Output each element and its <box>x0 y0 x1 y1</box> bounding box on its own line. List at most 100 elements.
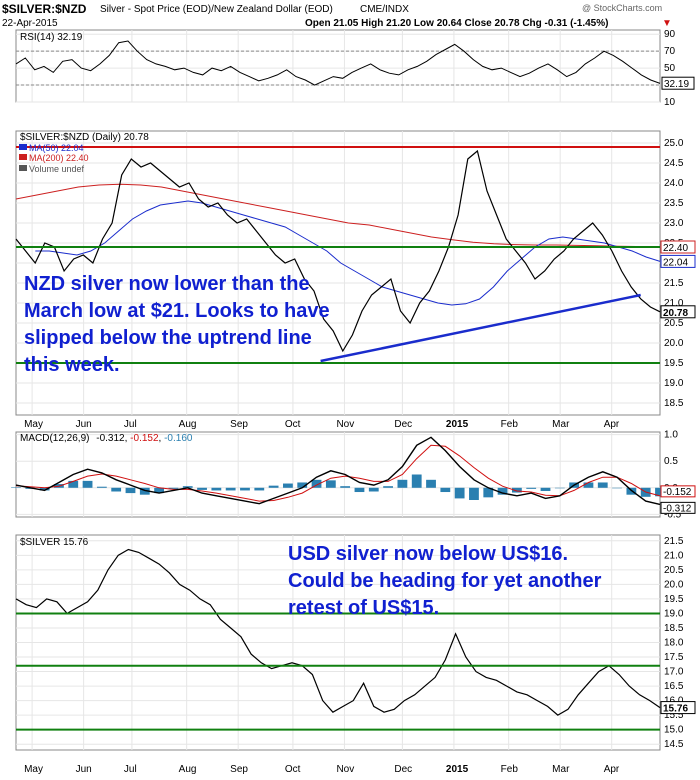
macd-histogram-bar <box>554 487 565 489</box>
x-tick-label: 2015 <box>446 419 469 430</box>
macd-panel <box>15 431 661 518</box>
ma50-line <box>35 200 661 306</box>
macd-histogram-bar <box>397 479 408 488</box>
x-tick-label: Oct <box>285 764 301 775</box>
macd-histogram-bar <box>154 487 165 494</box>
macd-hist-value: -0.160 <box>164 433 193 444</box>
x-tick-label: Sep <box>230 764 248 775</box>
macd-histogram-bar <box>240 487 250 491</box>
usd-tick-label: 21.5 <box>664 536 684 547</box>
rsi-line <box>15 40 661 86</box>
usd-tick-label: 19.0 <box>664 608 684 619</box>
x-tick-label: Feb <box>501 419 519 430</box>
nzd-tick-label: 23.0 <box>664 218 684 229</box>
x-tick-label: Apr <box>604 764 620 775</box>
ohlc-summary: Open 21.05 High 21.20 Low 20.64 Close 20… <box>305 18 608 29</box>
macd-value-box <box>660 501 696 514</box>
macd-histogram-bar <box>411 474 422 488</box>
macd-histogram-bar <box>11 487 21 488</box>
usd-title: $SILVER 15.76 <box>20 537 89 548</box>
macd-value-label: -0.312 <box>663 503 692 514</box>
rsi-tick-label: 70 <box>664 46 676 57</box>
macd-histogram-bar <box>125 487 136 494</box>
usd-tick-label: 15.5 <box>664 710 684 721</box>
usd-annotation: USD silver now below US$16. Could be hea… <box>288 543 602 619</box>
x-tick-label: Feb <box>501 764 519 775</box>
usd-tick-label: 18.5 <box>664 623 684 634</box>
nzd-tick-label: 24.0 <box>664 178 684 189</box>
usd-price-line <box>15 548 661 716</box>
macd-tick-label: -0.5 <box>664 509 682 520</box>
macd-histogram-bar <box>540 487 551 491</box>
macd-histogram-bar <box>483 487 494 498</box>
nzd-tick-label: 20.5 <box>664 318 684 329</box>
macd-histogram-bar <box>268 485 279 488</box>
macd-histogram-bar <box>597 482 608 488</box>
chart-date: 22-Apr-2015 <box>2 18 58 29</box>
usd-tick-label: 16.5 <box>664 681 684 692</box>
macd-signal-value: -0.152 <box>130 433 159 444</box>
x-tick-label: 2015 <box>446 764 469 775</box>
x-tick-label: Mar <box>552 764 570 775</box>
usd-annotation-line-3: retest of US$15. <box>288 597 439 619</box>
uptrend-line <box>320 293 641 363</box>
macd-signal-line <box>15 444 661 502</box>
macd-tick-label: 1.0 <box>664 430 678 441</box>
nzd-value-box <box>660 254 696 268</box>
chart-exchange: CME/INDX <box>360 4 409 15</box>
nzd-legend: MA(50) 22.04 MA(200) 22.40 Volume undef <box>19 143 89 174</box>
rsi-tick-label: 50 <box>664 63 676 74</box>
macd-histogram-bar <box>39 487 50 491</box>
x-tick-label: Dec <box>394 764 412 775</box>
macd-histogram-bar <box>225 487 236 491</box>
macd-histogram-bar <box>426 479 436 488</box>
legend-swatch-ma200 <box>19 154 27 160</box>
rsi-value-box <box>661 76 695 90</box>
usd-annotation-line-2: Could be heading for yet another <box>288 570 602 592</box>
x-tick-label: Sep <box>230 419 248 430</box>
macd-histogram-bar <box>211 487 222 491</box>
rsi-tick-label: 90 <box>664 29 676 40</box>
macd-histogram-bar <box>368 487 379 492</box>
macd-histogram-bar <box>111 487 122 492</box>
legend-ma200: MA(200) 22.40 <box>29 153 89 163</box>
x-tick-label: May <box>24 419 43 430</box>
macd-histogram-bar <box>612 487 622 489</box>
nzd-tick-label: 21.0 <box>664 298 684 309</box>
macd-value-label: -0.152 <box>663 487 692 498</box>
macd-histogram-bar <box>497 487 508 495</box>
nzd-value-box <box>660 240 696 254</box>
macd-histogram-bar <box>354 487 365 493</box>
macd-histogram-bar <box>655 487 665 497</box>
nzd-tick-label: 19.0 <box>664 378 684 389</box>
usd-value-box <box>660 701 696 715</box>
macd-title: MACD(12,26,9) -0.312, -0.152, -0.160 <box>20 433 193 444</box>
nzd-value-box <box>660 305 696 319</box>
nzd-value-label: 22.04 <box>663 257 688 268</box>
usd-tick-label: 20.0 <box>664 579 684 590</box>
macd-histogram-bar <box>82 480 93 488</box>
macd-histogram-bar <box>583 482 594 488</box>
macd-histogram-bar <box>383 486 393 488</box>
macd-histogram-bar <box>469 487 479 500</box>
x-tick-label: Apr <box>604 419 620 430</box>
macd-histogram-bar <box>311 479 322 488</box>
macd-histogram-bar <box>182 486 193 488</box>
watermark: @ StockCharts.com <box>582 3 662 13</box>
macd-value: -0.312 <box>96 433 125 444</box>
nzd-price-line <box>15 149 661 353</box>
chart-description: Silver - Spot Price (EOD)/New Zealand Do… <box>100 4 333 15</box>
usd-tick-label: 20.5 <box>664 565 684 576</box>
macd-histogram-bar <box>254 487 265 491</box>
rsi-panel <box>15 29 661 103</box>
rsi-value-label: 32.19 <box>664 79 689 90</box>
nzd-title: $SILVER:$NZD (Daily) 20.78 <box>20 132 149 143</box>
nzd-price-panel <box>15 130 661 416</box>
macd-histogram-bar <box>440 487 451 493</box>
macd-histogram-bar <box>283 483 293 488</box>
nzd-tick-label: 21.5 <box>664 278 684 289</box>
macd-histogram-bar <box>68 480 79 488</box>
x-tick-label: Mar <box>552 419 570 430</box>
x-tick-label: Jul <box>124 764 137 775</box>
usd-tick-label: 21.0 <box>664 550 684 561</box>
